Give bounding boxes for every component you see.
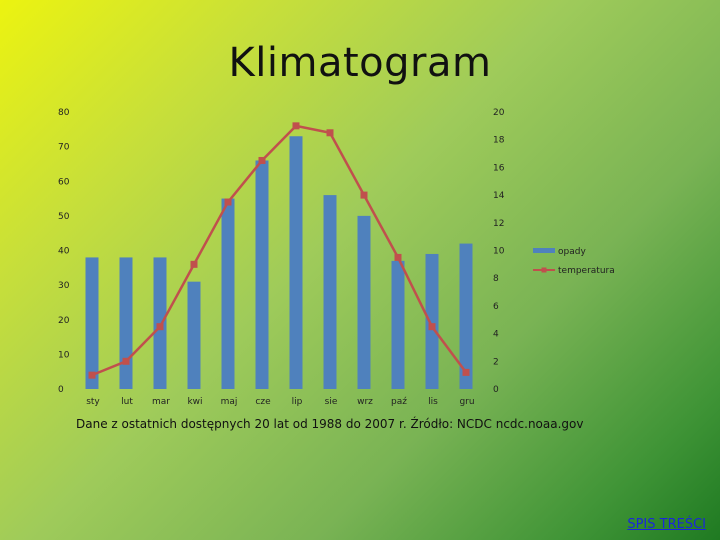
left-axis-tick-label: 10: [58, 350, 70, 360]
precipitation-bar: [255, 160, 269, 389]
temperature-point: [258, 156, 266, 164]
legend-swatch-marker: [541, 267, 547, 273]
slide-title: Klimatogram: [228, 40, 492, 86]
category-label: lip: [292, 397, 303, 407]
category-label: cze: [255, 397, 271, 407]
precipitation-bar: [323, 195, 337, 389]
precipitation-bar: [119, 257, 133, 389]
temperature-point: [292, 122, 300, 130]
right-axis-tick-label: 6: [493, 302, 499, 312]
temperature-point: [462, 368, 470, 376]
right-axis-tick-label: 4: [493, 330, 499, 340]
temperature-point: [88, 371, 96, 379]
right-axis-tick-label: 14: [493, 191, 505, 201]
chart-legend: opady temperatura: [533, 247, 615, 276]
precipitation-bars: [85, 136, 473, 389]
right-axis-tick-label: 12: [493, 219, 504, 229]
precipitation-bar: [357, 215, 371, 389]
legend-label: opady: [558, 247, 586, 257]
right-axis-tick-label: 16: [493, 163, 505, 173]
temperature-point: [122, 357, 130, 365]
left-axis-tick-label: 80: [58, 108, 70, 118]
precipitation-bar: [391, 260, 405, 389]
left-axis-tick-label: 50: [58, 212, 70, 222]
category-label: gru: [459, 397, 474, 407]
precipitation-bar: [187, 281, 201, 389]
category-label: kwi: [187, 397, 202, 407]
category-label: maj: [221, 397, 238, 407]
temperature-point: [190, 260, 198, 268]
temperature-point: [360, 191, 368, 199]
temperature-point: [326, 129, 334, 137]
category-label: sie: [325, 397, 338, 407]
temperature-point: [428, 323, 436, 331]
precipitation-bar: [221, 198, 235, 389]
category-label: wrz: [357, 397, 373, 407]
category-label: paź: [391, 397, 407, 407]
legend-swatch-bar: [533, 248, 555, 253]
temperature-point: [224, 198, 232, 206]
temperature-point: [394, 253, 402, 261]
temperature-series-line: [91, 124, 468, 377]
table-of-contents-link[interactable]: SPIS TREŚCI: [627, 517, 706, 532]
precipitation-bar: [459, 243, 473, 389]
category-label: lut: [121, 397, 133, 407]
data-source-caption: Dane z ostatnich dostępnych 20 lat od 19…: [76, 417, 584, 431]
right-axis-tick-label: 20: [493, 108, 505, 118]
left-axis-tick-label: 20: [58, 316, 70, 326]
precipitation-bar: [85, 257, 99, 389]
right-axis-tick-label: 8: [493, 274, 499, 284]
temperature-point: [156, 323, 164, 331]
left-axis-ticks: 0 10 20 30 40 50 60 70 80: [58, 108, 70, 395]
precipitation-bar: [289, 136, 303, 389]
left-axis-tick-label: 70: [58, 143, 70, 153]
right-axis-tick-label: 2: [493, 357, 499, 367]
category-labels: sty lut mar kwi maj cze lip sie wrz paź lis gru: [86, 397, 474, 407]
right-axis-tick-label: 18: [493, 136, 505, 146]
left-axis-tick-label: 0: [58, 385, 64, 395]
category-label: mar: [152, 397, 170, 407]
legend-label: temperatura: [558, 266, 615, 276]
left-axis-tick-label: 30: [58, 281, 70, 291]
left-axis-tick-label: 40: [58, 247, 70, 257]
right-axis-tick-label: 10: [493, 247, 505, 257]
category-label: lis: [428, 397, 438, 407]
temperature-line: [88, 122, 470, 379]
right-axis-ticks: 0 2 4 6 8 10 12 14 16 18 20: [493, 108, 505, 395]
left-axis-tick-label: 60: [58, 177, 70, 187]
precipitation-bar: [425, 253, 439, 389]
category-label: sty: [86, 397, 100, 407]
right-axis-tick-label: 0: [493, 385, 499, 395]
